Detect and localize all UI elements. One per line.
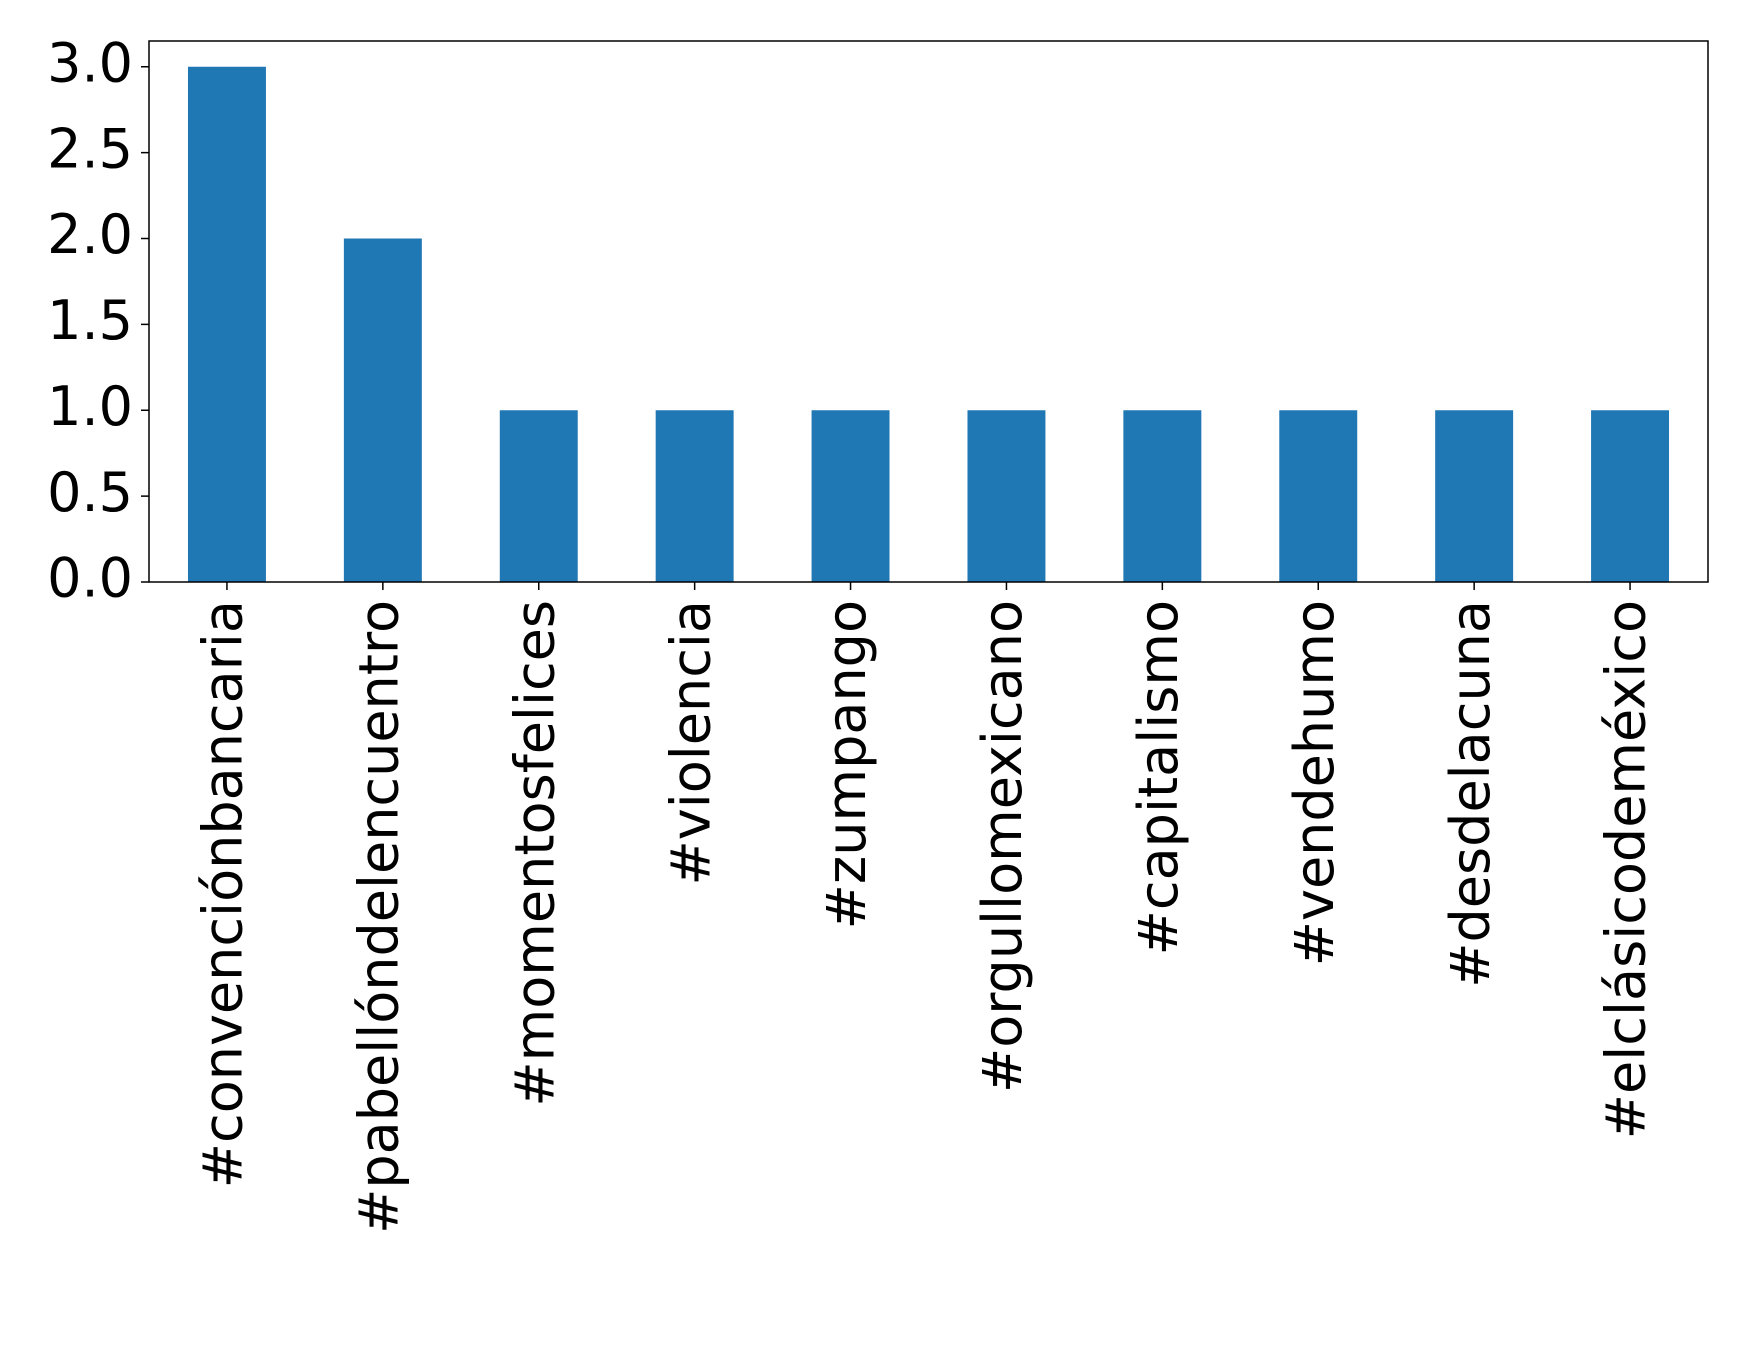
x-tick-label: #pabellóndelencuentro	[347, 600, 410, 1234]
y-tick-label: 2.5	[47, 117, 133, 180]
bar	[1123, 410, 1202, 582]
bar	[655, 410, 734, 582]
y-tick-label: 1.5	[47, 289, 133, 352]
y-tick-label: 0.0	[47, 547, 133, 610]
bar	[499, 410, 578, 582]
bar	[811, 410, 890, 582]
x-tick-label: #orgullomexicano	[971, 600, 1034, 1093]
y-tick-label: 2.0	[47, 203, 133, 266]
bar	[343, 238, 422, 582]
y-tick-label: 3.0	[47, 31, 133, 94]
bar	[1435, 410, 1514, 582]
bar	[187, 66, 266, 582]
y-tick-label: 1.0	[47, 375, 133, 438]
x-tick-label: #zumpango	[815, 600, 878, 929]
x-tick-label: #momentosfelices	[503, 600, 566, 1107]
x-tick-label: #elclásicodeméxico	[1595, 600, 1658, 1139]
plot-frame	[148, 40, 1709, 583]
bar	[967, 410, 1046, 582]
x-tick-label: #desdelacuna	[1439, 600, 1502, 988]
x-tick-label: #convenciónbancaria	[192, 600, 255, 1188]
x-tick-label: #vendehumo	[1283, 600, 1346, 966]
y-tick-label: 0.5	[47, 461, 133, 524]
x-tick-label: #violencia	[659, 600, 722, 885]
x-tick-label: #capitalismo	[1127, 600, 1190, 955]
bar	[1591, 410, 1670, 582]
bar	[1279, 410, 1358, 582]
